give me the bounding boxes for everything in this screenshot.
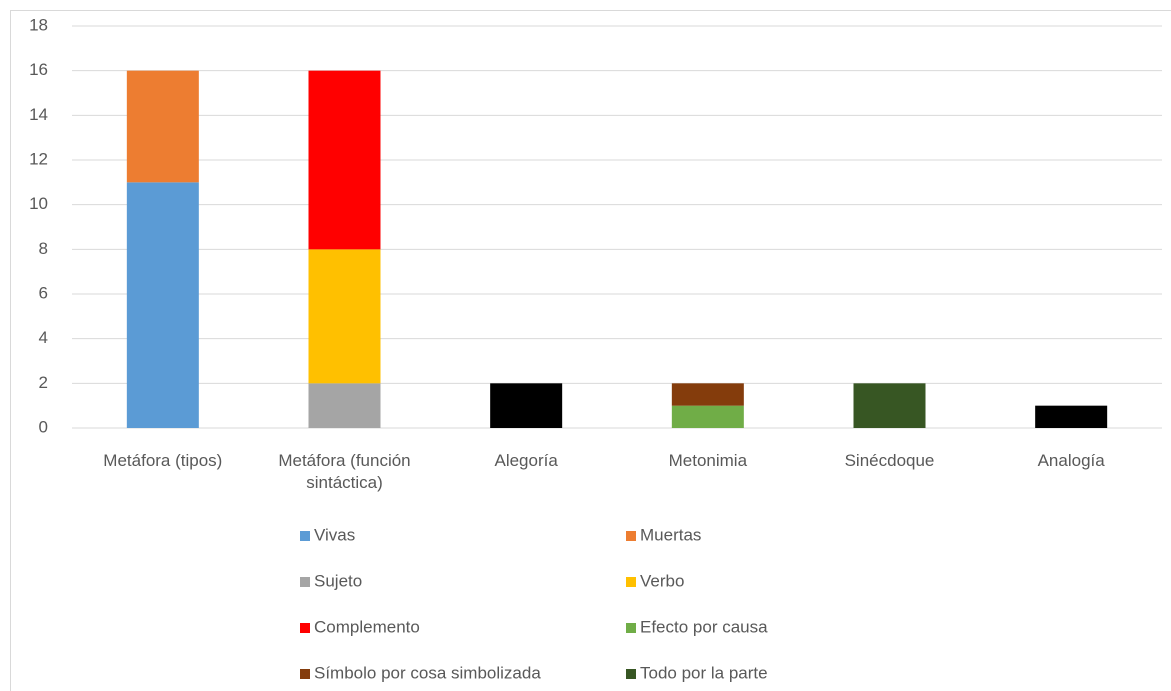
legend-swatch: [626, 531, 636, 541]
y-tick-label: 6: [39, 283, 48, 302]
y-tick-label: 4: [39, 328, 48, 347]
legend-label: Sujeto: [314, 571, 362, 590]
bar-segment: [671, 383, 744, 406]
legend-swatch: [300, 531, 310, 541]
x-tick-label: Metáfora (función sintáctica): [278, 451, 411, 492]
x-tick-label: Metonimia: [668, 451, 748, 470]
legend-label: Vivas: [314, 525, 355, 544]
y-tick-label: 16: [29, 60, 48, 79]
legend-swatch: [300, 669, 310, 679]
bar-segment: [308, 383, 381, 428]
chart-border: [10, 10, 1171, 691]
x-tick-label: Analogía: [1037, 451, 1105, 470]
x-tick-label: Sinécdoque: [844, 451, 935, 470]
legend-swatch: [300, 623, 310, 633]
legend-swatch: [626, 577, 636, 587]
y-tick-label: 18: [29, 15, 48, 34]
bar-segment: [308, 249, 381, 384]
legend-label: Muertas: [640, 525, 701, 544]
bar-segment: [490, 383, 563, 428]
x-tick-label: Alegoría: [494, 451, 558, 470]
legend-label: Todo por la parte: [640, 663, 768, 682]
y-tick-label: 12: [29, 149, 48, 168]
bar-segment: [126, 70, 199, 183]
x-tick-label: Metáfora (tipos): [103, 451, 223, 470]
legend-swatch: [626, 669, 636, 679]
bar-segment: [853, 383, 926, 428]
legend-label: Complemento: [314, 617, 420, 636]
bar-segment: [671, 405, 744, 428]
legend-swatch: [300, 577, 310, 587]
bar-segment: [308, 70, 381, 250]
bar-segment: [1035, 405, 1108, 428]
y-tick-label: 2: [39, 373, 48, 392]
legend-swatch: [626, 623, 636, 633]
legend-label: Efecto por causa: [640, 617, 768, 636]
y-tick-label: 10: [29, 194, 48, 213]
y-tick-label: 14: [29, 105, 48, 124]
legend-label: Verbo: [640, 571, 684, 590]
y-tick-label: 0: [39, 417, 48, 436]
y-tick-label: 8: [39, 239, 48, 258]
bar-segment: [126, 182, 199, 428]
legend-label: Símbolo por cosa simbolizada: [314, 663, 541, 682]
